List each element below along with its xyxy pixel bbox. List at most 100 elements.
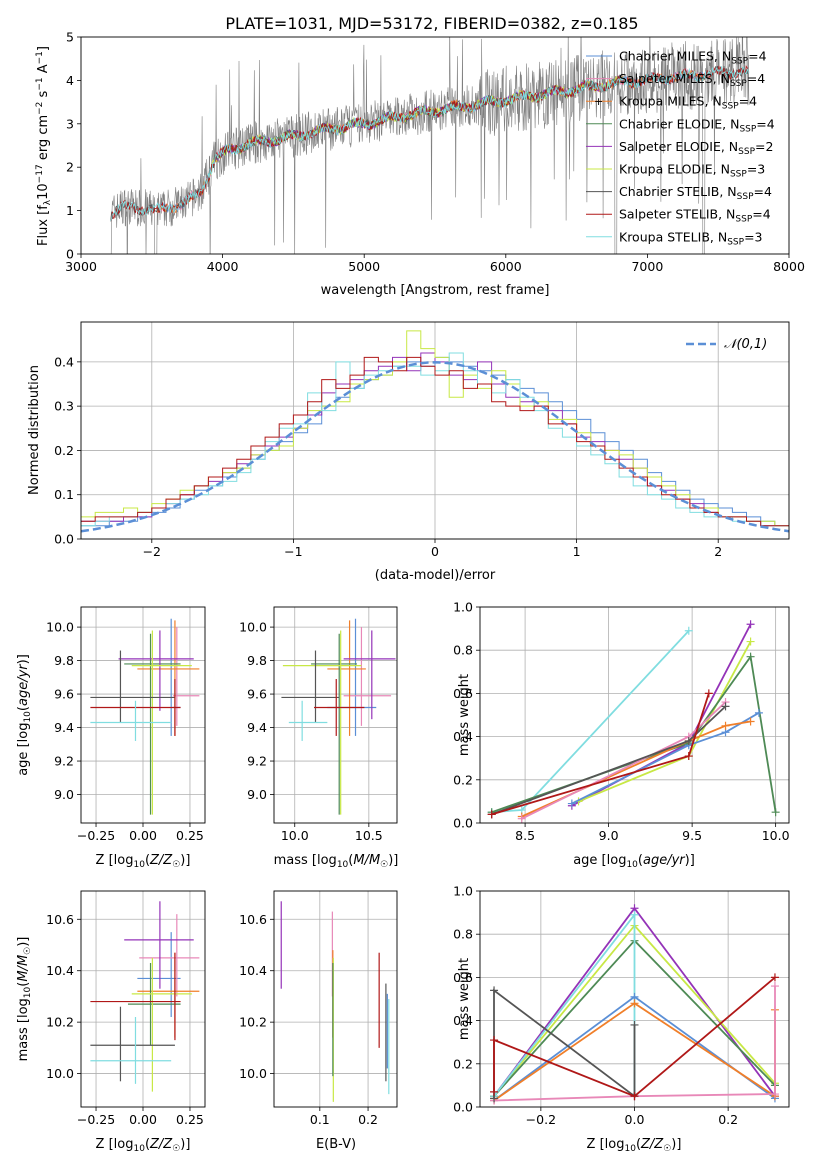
series-kroupa-miles (517, 717, 755, 821)
y-tick-label: 10.4 (239, 963, 267, 978)
axes-frame (80, 36, 790, 255)
axes-frame (479, 890, 790, 1108)
y-tick-label: 0.4 (453, 729, 473, 744)
label-part: M/M (16, 955, 31, 982)
label-part: Z [log (96, 853, 134, 868)
model-spectrum-salpeter-stelib (110, 64, 750, 222)
y-tick-label: 9.2 (54, 754, 74, 769)
label-part: −17 (35, 164, 45, 183)
x-axis-label: (data-model)/error (375, 568, 496, 583)
legend-sub: SSP (722, 102, 739, 112)
series-line (521, 720, 751, 818)
error-bar-salpeter-elodie (124, 901, 194, 989)
label-part: ☉ (172, 1144, 180, 1154)
legend-text: Kroupa MILES, N (619, 94, 722, 109)
data-point-marker (721, 721, 730, 730)
axes-frame (479, 606, 790, 824)
label-part: age/yr (643, 853, 686, 868)
y-tick-label: 10.0 (46, 620, 74, 635)
panel-residuals: −2 −1 0 1 2 0.0 0.1 0.2 0.3 0.4 𝒩(0,1) (data-model)… (27, 321, 790, 583)
label-part: 10 (36, 183, 51, 200)
x-tick-label: 3000 (65, 259, 97, 274)
legend-text: Salpeter ELODIE, N (619, 139, 738, 154)
data-point-marker (746, 637, 755, 646)
legend-marker: + (594, 95, 603, 108)
error-bar-salpeter-stelib (90, 952, 181, 1041)
label-part: ☉ (663, 1144, 671, 1154)
legend-text: Chabrier ELODIE, N (619, 116, 739, 131)
panel-z_vs_mass: −0.25 0.00 0.25 10.0 10.2 10.4 10.6 Z [log10​(Z… (16, 890, 206, 1154)
y-tick-label: 9.4 (54, 720, 74, 735)
series-line (521, 701, 727, 820)
x-tick-label: 8000 (773, 259, 805, 274)
y-tick-label: 9.6 (54, 687, 74, 702)
x-axis-label: E(B-V) (316, 1137, 356, 1152)
series-salpeter-stelib (487, 689, 713, 819)
y-tick-label: 0.1 (54, 487, 74, 502)
legend-text: =4 (747, 71, 765, 86)
axes-frame (273, 606, 398, 824)
y-axis-label: Normed distribution (27, 365, 42, 495)
legend-label: Salpeter MILES, NSSP=4 (619, 71, 765, 89)
x-axis-label: Z [log10​(Z/Z☉​)] (587, 1137, 682, 1154)
error-bar-chabrier-stelib (90, 650, 175, 723)
legend-label: Chabrier STELIB, NSSP=4 (619, 184, 772, 202)
y-tick-label: 9.0 (54, 787, 74, 802)
legend-text: =4 (756, 116, 774, 131)
error-bar-kroupa-miles (327, 620, 366, 736)
x-axis-label: age [log10​(age/yr)] (573, 853, 695, 870)
label-part: A (36, 64, 51, 77)
y-tick-label: 5 (66, 30, 74, 45)
legend-sub: SSP (730, 79, 747, 89)
y-tick-label: 0.2 (453, 1056, 473, 1071)
y-tick-label: 4 (66, 73, 74, 88)
data-point-marker (487, 810, 496, 819)
legend-label: Kroupa ELODIE, NSSP=3 (619, 162, 765, 180)
series-salpeter-stelib (490, 973, 779, 1101)
x-tick-label: 4000 (207, 259, 239, 274)
label-part: ☉ (380, 860, 388, 870)
y-tick-label: 9.4 (247, 720, 267, 735)
y-tick-label: 2 (66, 160, 74, 175)
error-bar-chabrier-miles (170, 618, 181, 736)
error-bar-kroupa-stelib (90, 1017, 172, 1084)
legend-label: Kroupa MILES, NSSP=4 (619, 94, 757, 112)
legend-sub: SSP (739, 124, 756, 134)
legend-text: Chabrier MILES, N (619, 49, 731, 64)
data-point-marker (630, 910, 639, 919)
label-part: ( (636, 1137, 641, 1152)
label-part: )] (388, 853, 398, 868)
label-part: ( (16, 706, 31, 711)
label-part: mass [log (16, 998, 31, 1061)
data-point-marker (567, 799, 576, 808)
y-tick-label: 10.2 (46, 1015, 74, 1030)
data-point-marker (746, 620, 755, 629)
label-part: ☉ (172, 860, 180, 870)
label-part: )] (180, 1137, 190, 1152)
data-point-marker (771, 808, 780, 817)
y-axis-label: mass weight (457, 674, 472, 756)
legend-sub: SSP (727, 237, 744, 247)
data-point-marker (746, 717, 755, 726)
x-axis-label: mass [log10​(M/M☉​)] (274, 853, 399, 870)
legend-label: Kroupa STELIB, NSSP=3 (619, 229, 763, 247)
y-tick-label: 10.0 (46, 1066, 74, 1081)
series-line (493, 976, 776, 1098)
x-tick-label: 10.0 (281, 828, 309, 843)
error-bar-salpeter-stelib (314, 679, 365, 736)
x-tick-label: 0.2 (358, 1112, 378, 1127)
label-part: −2 (35, 102, 45, 115)
data-point-marker (517, 814, 526, 823)
label-part: Z/Z (640, 1137, 664, 1152)
label-part: )] (16, 654, 31, 664)
data-point-marker (704, 689, 713, 698)
panel-ebv_vs_mass: 0.1 0.2 10.0 10.2 10.4 10.6 E(B-V) (239, 890, 398, 1152)
label-part: ( (145, 853, 150, 868)
label-part: 10 (133, 1144, 145, 1154)
y-tick-label: 0.0 (453, 816, 473, 831)
label-part: )] (16, 937, 31, 947)
normal-curve (81, 361, 789, 533)
y-tick-label: 0.2 (453, 772, 473, 787)
plot-area-z_vs_mass (90, 901, 200, 1092)
